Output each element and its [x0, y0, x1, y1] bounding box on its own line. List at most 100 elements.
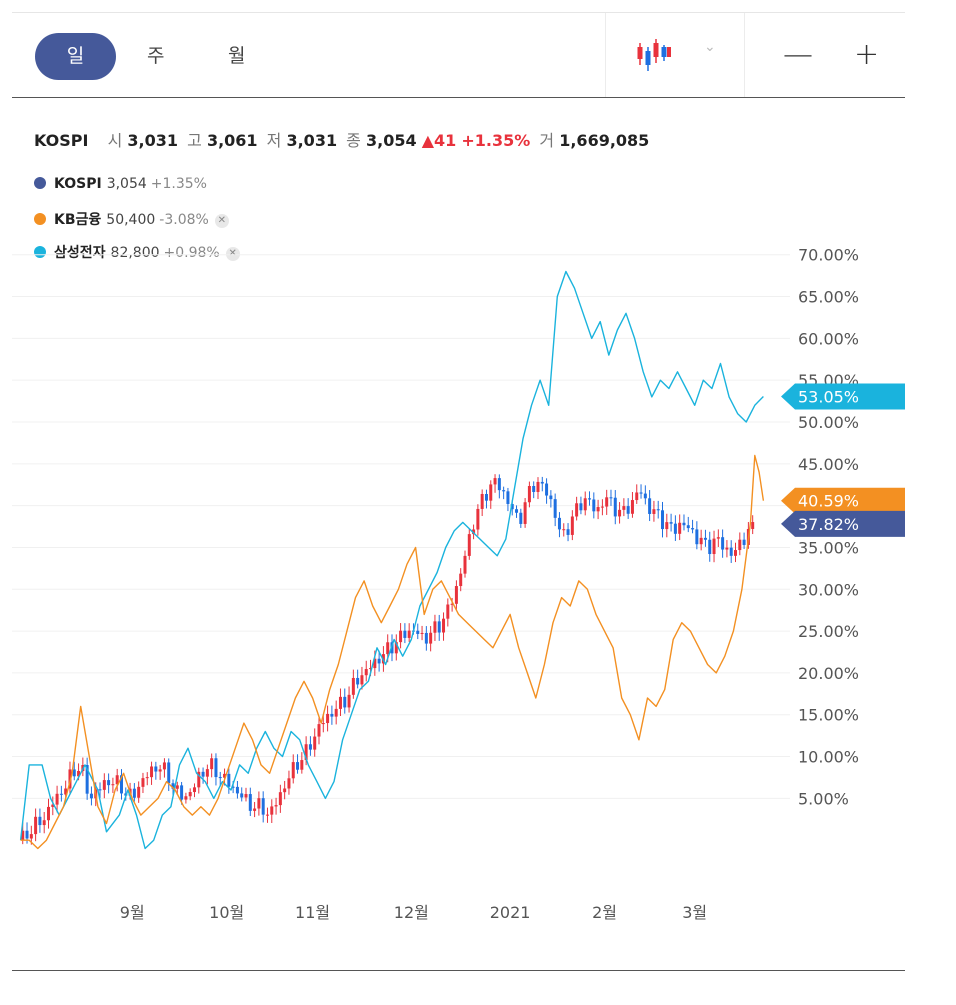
candle-body	[227, 773, 231, 787]
legend-name: KOSPI	[54, 176, 102, 192]
high-value: 3,061	[206, 131, 258, 150]
candle-body	[373, 658, 377, 669]
candle-body	[98, 789, 102, 791]
candle-body	[463, 555, 467, 574]
candle-body	[317, 724, 321, 737]
tab-daily[interactable]: 일	[35, 33, 116, 80]
candle-body	[51, 804, 55, 807]
candle-body	[454, 586, 458, 604]
value-tag	[781, 383, 905, 410]
candle-body	[34, 816, 38, 835]
candle-body	[338, 696, 342, 709]
candle-body	[55, 793, 59, 805]
candle-body	[618, 509, 622, 517]
candle-body	[506, 491, 510, 504]
legend-item-kb: KB금융 50,400 -3.08% ✕	[34, 209, 229, 229]
candle-body	[197, 771, 201, 788]
zoom-out-button[interactable]: —	[783, 37, 813, 72]
series-line	[20, 454, 765, 850]
candle-body	[326, 713, 330, 724]
candle-body	[334, 708, 338, 717]
candle-body	[678, 522, 682, 534]
candle-body	[132, 788, 136, 798]
candle-body	[656, 509, 660, 511]
candle-body	[261, 798, 265, 815]
value-tag-label: 53.05%	[798, 387, 859, 406]
candle-body	[394, 642, 398, 654]
candle-body	[592, 499, 596, 512]
candle-body	[321, 723, 325, 725]
y-tick-label: 10.00%	[798, 748, 859, 767]
legend-item-samsung: 삼성전자 82,800 +0.98% ✕	[34, 242, 240, 262]
candle-body	[296, 762, 300, 770]
candle-body	[154, 766, 158, 772]
candle-body	[442, 618, 446, 633]
remove-series-icon[interactable]: ✕	[225, 247, 240, 261]
candle-body	[532, 486, 536, 492]
low-label: 저	[266, 131, 282, 150]
candle-body	[300, 760, 304, 770]
y-tick-label: 70.00%	[798, 246, 859, 265]
change-pct: +1.35%	[461, 131, 531, 150]
candle-body	[489, 484, 493, 501]
candle-body	[557, 517, 561, 530]
chevron-down-icon[interactable]: ⌄	[704, 39, 716, 55]
candle-body	[673, 523, 677, 534]
tab-monthly[interactable]: 월	[228, 45, 246, 67]
candle-body	[605, 497, 609, 507]
candle-body	[167, 762, 171, 784]
candle-body	[180, 785, 184, 800]
candle-body	[171, 783, 175, 789]
remove-series-icon[interactable]: ✕	[214, 214, 229, 228]
tab-weekly[interactable]: 주	[147, 45, 165, 67]
candle-body	[420, 632, 424, 634]
candle-body	[38, 816, 42, 826]
zoom-in-button[interactable]: +	[854, 37, 880, 72]
candle-body	[399, 630, 403, 643]
candle-body	[85, 765, 89, 794]
value-tag	[781, 487, 905, 514]
candle-body	[540, 481, 544, 484]
y-tick-label: 65.00%	[798, 288, 859, 307]
candle-body	[433, 621, 437, 633]
candle-body	[59, 793, 63, 795]
candle-body	[472, 529, 476, 535]
candle-body	[536, 481, 540, 492]
volume-label: 거	[539, 131, 555, 150]
x-tick-label: 11월	[295, 903, 330, 922]
candle-body	[102, 780, 106, 790]
candle-body	[343, 696, 347, 708]
open-value: 3,031	[127, 131, 179, 150]
candle-body	[210, 758, 214, 770]
candle-body	[223, 773, 227, 778]
candle-body	[570, 516, 574, 535]
candle-body	[356, 677, 360, 685]
open-label: 시	[107, 131, 123, 150]
legend-value: 82,800	[110, 245, 160, 261]
candle-body	[416, 630, 420, 634]
candle-body	[72, 769, 76, 777]
candle-body	[46, 806, 50, 821]
chart-toolbar: 일 주 월 ⌄ — +	[12, 12, 905, 98]
candle-body	[137, 786, 141, 798]
candle-body	[244, 794, 248, 798]
candle-body	[240, 793, 244, 798]
candle-body	[669, 522, 673, 524]
candle-body	[29, 834, 33, 839]
candle-body	[708, 539, 712, 555]
candlestick-icon[interactable]	[636, 37, 672, 73]
candle-body	[386, 642, 390, 655]
y-tick-label: 25.00%	[798, 622, 859, 641]
close-label: 종	[346, 131, 361, 150]
volume-value: 1,669,085	[559, 131, 650, 150]
candle-body	[253, 808, 257, 811]
candle-body	[712, 538, 716, 555]
candle-body	[270, 806, 274, 815]
candle-body	[214, 758, 218, 778]
candle-body	[257, 798, 261, 809]
candle-body	[467, 534, 471, 556]
legend-item-kospi: KOSPI 3,054 +1.35%	[34, 176, 207, 192]
candle-body	[115, 775, 119, 785]
candle-body	[77, 770, 81, 777]
